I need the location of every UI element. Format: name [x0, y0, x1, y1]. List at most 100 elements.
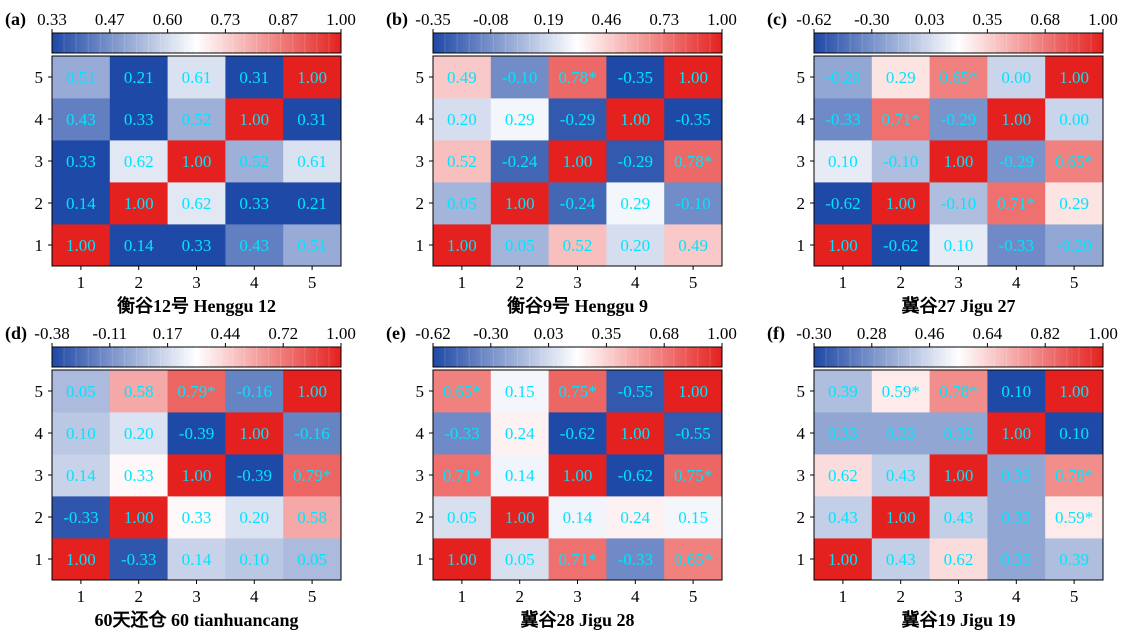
heatmap-cell	[929, 56, 988, 99]
x-tick-label: 1	[839, 273, 848, 292]
cell-value-label: 0.05	[447, 194, 477, 213]
cell-value-label: 1.00	[239, 424, 269, 443]
colorbar-tick-label: -0.35	[415, 10, 450, 29]
cell-value-label: 0.10	[944, 236, 974, 255]
heatmap-cell	[548, 496, 607, 539]
heatmap-cell	[664, 496, 723, 539]
heatmap-cell	[871, 412, 930, 455]
colorbar-tick-label: 0.82	[1030, 324, 1060, 343]
heatmap-cell	[52, 182, 111, 225]
heatmap-cell	[987, 412, 1046, 455]
heatmap-cell	[929, 538, 988, 581]
heatmap-cell	[814, 224, 873, 267]
y-tick-label: 1	[416, 550, 425, 569]
cell-value-label: 1.00	[66, 236, 96, 255]
cell-value-label: 1.00	[678, 382, 708, 401]
heatmap-cell	[52, 98, 111, 141]
cell-value-label: -0.24	[560, 194, 596, 213]
heatmap-cell	[871, 140, 930, 183]
heatmap-cell	[548, 370, 607, 413]
colorbar-tick-label: 0.68	[649, 324, 679, 343]
cell-value-label: 0.58	[297, 508, 327, 527]
colorbar-tick-label: -0.11	[92, 324, 127, 343]
panel-title: 衡谷12号 Henggu 12	[117, 295, 276, 316]
colorbar-tick-label: 0.03	[915, 10, 945, 29]
heatmap-cell	[664, 454, 723, 497]
cell-value-label: -0.24	[502, 152, 538, 171]
cell-value-label: 0.33	[182, 236, 212, 255]
heatmap-cell	[490, 454, 549, 497]
heatmap-panel: (b) -0.35 -0.08 0.19 0.46 0.73 1.00 1.00 0.05 0.5…	[386, 9, 737, 316]
heatmap-cell	[929, 98, 988, 141]
cell-value-label: 1.00	[1059, 68, 1089, 87]
cell-value-label: 0.33	[1001, 550, 1031, 569]
cell-value-label: 1.00	[944, 152, 974, 171]
cell-value-label: -0.33	[121, 550, 156, 569]
cell-value-label: 0.20	[447, 110, 477, 129]
cell-value-label: 0.61	[182, 68, 212, 87]
y-tick-label: 4	[35, 110, 44, 129]
heatmap-cell	[433, 538, 492, 581]
y-tick-label: 4	[35, 424, 44, 443]
cell-value-label: 0.33	[1001, 466, 1031, 485]
cell-value-label: 1.00	[297, 382, 327, 401]
heatmap-cell	[433, 56, 492, 99]
heatmap-cell	[548, 182, 607, 225]
x-tick-label: 4	[1012, 273, 1021, 292]
heatmap-cell	[606, 412, 665, 455]
heatmap-cell	[871, 182, 930, 225]
cell-value-label: -0.16	[237, 382, 272, 401]
colorbar-tick-label: 1.00	[326, 324, 356, 343]
cell-value-label: 1.00	[886, 194, 916, 213]
cell-value-label: 0.79*	[293, 466, 331, 485]
colorbar-tick-label: 1.00	[326, 10, 356, 29]
panel-label: (b)	[386, 9, 408, 30]
cell-value-label: 1.00	[828, 550, 858, 569]
cell-value-label: 1.00	[886, 508, 916, 527]
colorbar-tick-label: 0.73	[649, 10, 679, 29]
cell-value-label: 0.75*	[674, 466, 712, 485]
heatmap-cell	[814, 370, 873, 413]
cell-value-label: 0.39	[1059, 550, 1089, 569]
cell-value-label: -0.10	[675, 194, 710, 213]
heatmap-cell	[987, 538, 1046, 581]
heatmap-cell	[167, 224, 226, 267]
colorbar-tick-label: 0.46	[592, 10, 622, 29]
heatmap-cell	[987, 370, 1046, 413]
heatmap-cell	[52, 56, 111, 99]
cell-value-label: 0.21	[124, 68, 154, 87]
cell-value-label: -0.62	[825, 194, 860, 213]
heatmap-cell	[225, 224, 284, 267]
panel-label: (a)	[5, 9, 26, 30]
heatmap-cell	[225, 454, 284, 497]
heatmap-cell	[283, 140, 342, 183]
colorbar-tick-label: 0.72	[268, 324, 298, 343]
heatmap-cell	[606, 56, 665, 99]
heatmap-cell	[433, 98, 492, 141]
cell-value-label: 0.78*	[674, 152, 712, 171]
colorbar	[432, 346, 723, 368]
heatmap-cell	[664, 370, 723, 413]
y-tick-label: 3	[35, 152, 44, 171]
cell-value-label: 1.00	[944, 466, 974, 485]
cell-value-label: -0.29	[560, 110, 595, 129]
heatmap-cell	[433, 454, 492, 497]
heatmap-cell	[1045, 182, 1104, 225]
cell-value-label: 0.15	[678, 508, 708, 527]
cell-value-label: -0.33	[999, 236, 1034, 255]
heatmap-cell	[433, 182, 492, 225]
colorbar	[51, 32, 342, 54]
cell-value-label: -0.62	[883, 236, 918, 255]
cell-value-label: 1.00	[1059, 382, 1089, 401]
panel-label: (e)	[386, 323, 406, 344]
heatmap-panel: (c) -0.62 -0.30 0.03 0.35 0.68 1.00 1.00 -0.62 0.…	[767, 9, 1118, 316]
heatmap-cell	[606, 182, 665, 225]
cell-value-label: 0.29	[1059, 194, 1089, 213]
y-tick-label: 3	[416, 466, 425, 485]
x-tick-label: 3	[954, 273, 963, 292]
heatmap-cell	[664, 140, 723, 183]
cell-value-label: 1.00	[182, 466, 212, 485]
heatmap-cell	[167, 370, 226, 413]
x-tick-label: 3	[573, 587, 582, 606]
heatmap-cell	[987, 98, 1046, 141]
